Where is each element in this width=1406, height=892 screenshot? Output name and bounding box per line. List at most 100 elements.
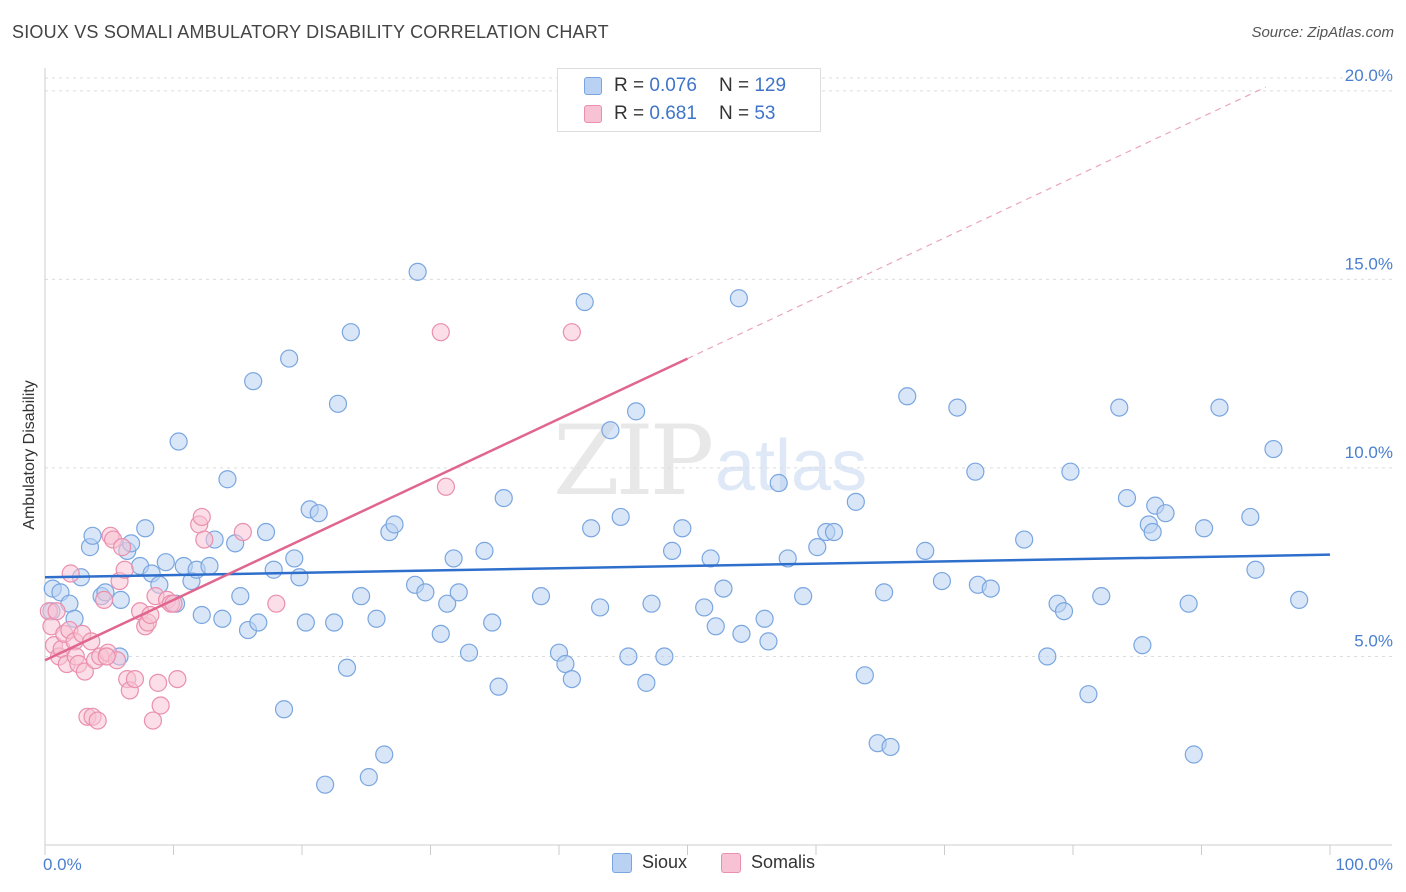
somali-point (143, 711, 163, 730)
sioux-point (846, 492, 865, 511)
sioux-point (1054, 602, 1074, 621)
sioux-point (483, 613, 502, 632)
sioux-point (642, 594, 661, 613)
sioux-point (778, 549, 797, 568)
somali-point (47, 602, 66, 621)
sioux-point (1264, 439, 1283, 459)
somali-point (95, 590, 114, 610)
somali-point (192, 507, 211, 527)
somali-point (151, 696, 170, 715)
sioux-point (280, 349, 299, 368)
watermark-zip: ZIP (553, 405, 714, 517)
sioux-point (948, 398, 967, 417)
sioux-point (1061, 462, 1080, 481)
legend-r-value: 0.076 (649, 75, 697, 96)
sioux-point (662, 541, 682, 560)
y-tick-label: 15.0% (1345, 254, 1393, 273)
sioux-point (475, 541, 494, 560)
sioux-point (256, 522, 276, 542)
sioux-point (1143, 522, 1162, 542)
sioux-point (296, 613, 315, 632)
legend-n-value: 53 (754, 103, 776, 124)
sioux-point (494, 488, 513, 508)
sioux-point (337, 658, 357, 677)
somali-point (75, 662, 94, 681)
sioux-point (1290, 590, 1309, 610)
y-tick-label: 5.0% (1354, 631, 1393, 650)
sioux-point (489, 677, 508, 696)
sioux-point (673, 519, 692, 538)
sioux-point (1038, 647, 1057, 666)
sioux-point (732, 624, 751, 643)
sioux-point (808, 538, 827, 557)
sioux-point (575, 292, 594, 312)
sioux-point (438, 594, 457, 613)
y-tick-label: 10.0% (1345, 443, 1393, 462)
sioux-point (794, 587, 813, 606)
sioux-point (316, 775, 335, 794)
somali-trend-extension (687, 86, 1267, 360)
sioux-point (562, 669, 581, 689)
sioux-point (695, 598, 714, 617)
legend-row-somalis: R = 0.681 N = 53 (584, 101, 775, 127)
sioux-point (385, 515, 404, 534)
sioux-point (375, 745, 394, 764)
sioux-point (626, 402, 646, 421)
sioux-point (619, 647, 638, 666)
legend-row-sioux: R = 0.076 N = 129 (584, 73, 786, 99)
x-tick-label-min: 0.0% (43, 855, 82, 874)
somali-point (148, 673, 168, 692)
sioux-swatch (584, 77, 602, 95)
sioux-point (1110, 398, 1129, 417)
sioux-point (136, 519, 155, 538)
sioux-point (444, 549, 463, 568)
somali-point (168, 669, 187, 689)
legend-r-label: R = (614, 75, 645, 96)
sioux-point (359, 768, 378, 787)
sioux-point (169, 432, 188, 451)
legend-r-value: 0.681 (649, 103, 697, 124)
somali-swatch (584, 105, 602, 123)
sioux-point (1184, 745, 1203, 764)
somali-point (125, 669, 145, 689)
sioux-point (449, 583, 468, 602)
axes (44, 68, 1392, 855)
sioux-point (459, 643, 479, 662)
sioux-point (531, 587, 551, 606)
chart-title: SIOUX VS SOMALI AMBULATORY DISABILITY CO… (12, 22, 609, 42)
somali-point (562, 323, 581, 342)
somali-legend-swatch (721, 852, 742, 873)
sioux-point (249, 613, 268, 632)
sioux-point (309, 504, 328, 523)
sioux-point (932, 571, 952, 591)
legend-item-somalis: Somalis (721, 852, 815, 873)
sioux-point (601, 421, 620, 440)
sioux-point (582, 519, 601, 538)
legend-n-label: N = (718, 103, 750, 124)
sioux-point (244, 372, 263, 391)
sioux-point (1210, 398, 1229, 417)
somali-point (97, 647, 116, 666)
sioux-point (875, 583, 894, 602)
somali-point (267, 594, 286, 613)
sioux-point (213, 609, 232, 628)
sioux-point (898, 387, 917, 406)
legend-somalis-label: Somalis (751, 852, 816, 872)
legend-n-value: 129 (754, 75, 787, 96)
somali-point (233, 522, 252, 542)
source-label: Source: ZipAtlas.com (1251, 24, 1394, 41)
sioux-point (408, 262, 427, 281)
sioux-point (1246, 560, 1265, 579)
sioux-point (611, 507, 630, 527)
sioux-point (83, 526, 102, 545)
sioux-point (556, 654, 575, 674)
watermark-atlas: atlas (715, 426, 868, 506)
sioux-point (966, 462, 985, 481)
y-tick-label: 20.0% (1345, 66, 1393, 85)
sioux-point (714, 579, 733, 598)
sioux-point (341, 323, 360, 342)
legend-item-sioux: Sioux (612, 852, 687, 873)
sioux-point (231, 587, 250, 606)
sioux-point (328, 394, 348, 413)
gridlines (45, 77, 1392, 657)
